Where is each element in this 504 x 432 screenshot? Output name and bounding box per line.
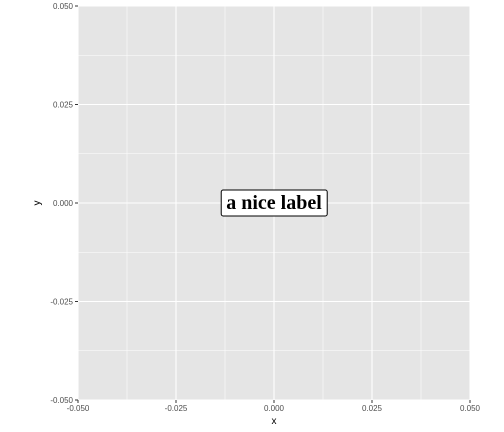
text-label: a nice label (220, 189, 328, 217)
x-axis-title: x (272, 416, 277, 427)
y-tick-label: 0.025 (53, 101, 74, 110)
x-tick-label: -0.025 (165, 404, 188, 413)
label-box (220, 189, 328, 217)
y-axis-title: y (32, 201, 43, 206)
label-layer: a nice label (220, 189, 328, 217)
y-tick-label: -0.025 (50, 298, 73, 307)
x-tick-label: -0.050 (67, 404, 90, 413)
x-tick-label: 0.025 (362, 404, 383, 413)
y-tick-label: -0.050 (50, 396, 73, 405)
y-axis: -0.050 -0.025 0.000 0.025 0.050 (50, 2, 78, 405)
y-tick-label: 0.050 (53, 2, 74, 11)
x-tick-label: 0.000 (264, 404, 285, 413)
y-tick-label: 0.000 (53, 199, 74, 208)
label-text: a nice label (226, 192, 322, 214)
x-axis: -0.050 -0.025 0.000 0.025 0.050 (67, 400, 481, 413)
x-tick-label: 0.050 (460, 404, 481, 413)
